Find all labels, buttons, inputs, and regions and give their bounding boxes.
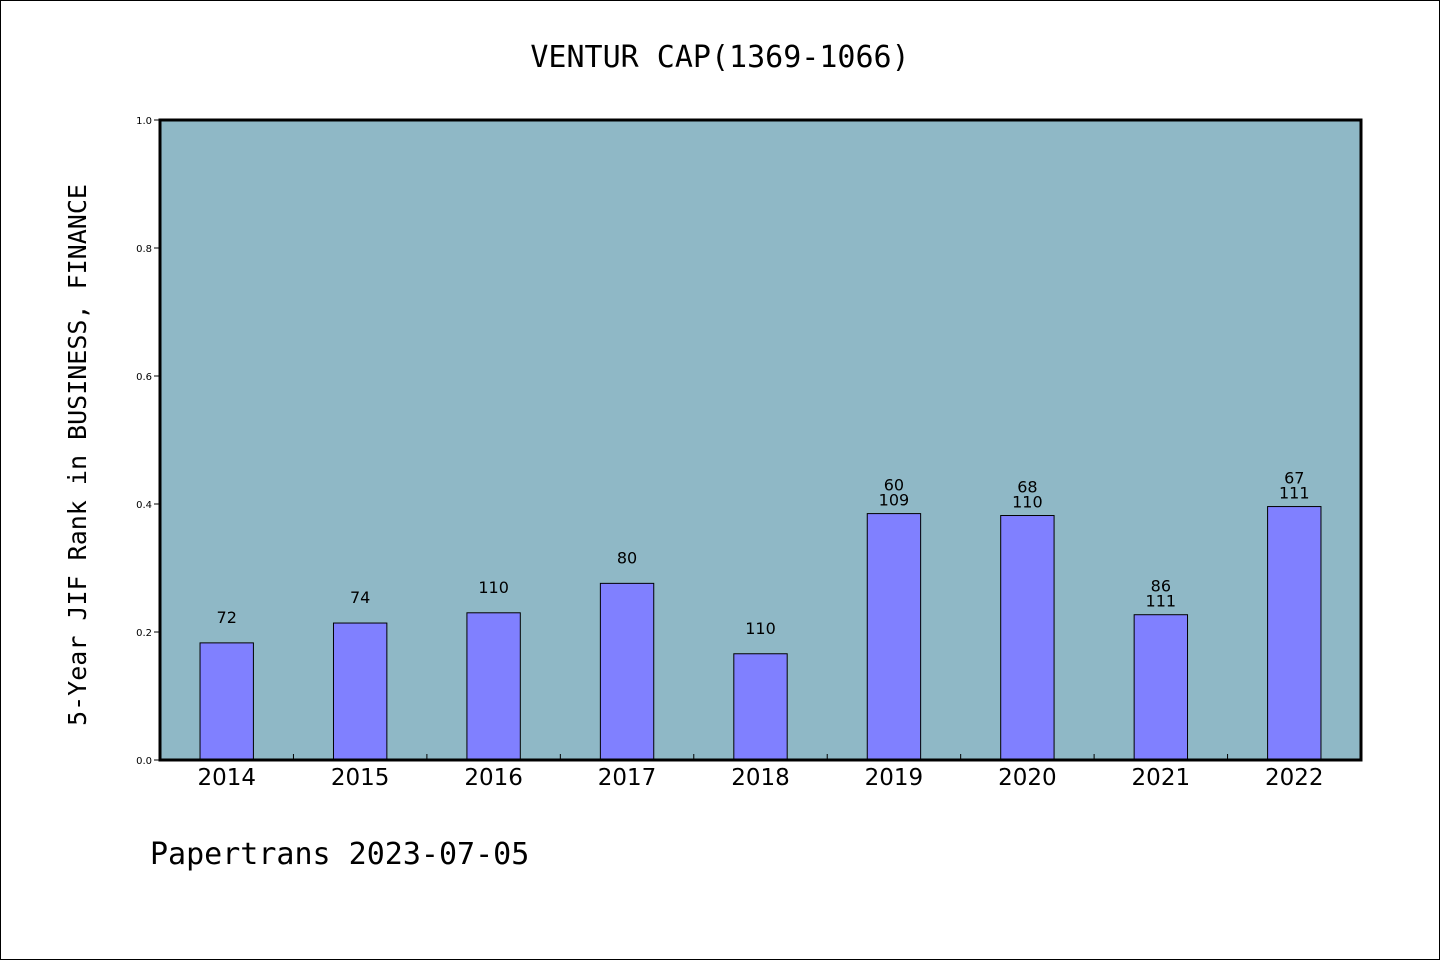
bar-2016: [466, 612, 521, 761]
data-label: 109: [879, 491, 910, 510]
y-axis-label: 5-Year JIF Rank in BUSINESS, FINANCE: [63, 184, 92, 726]
x-tick-label: 2018: [731, 765, 790, 791]
data-label: 86: [1151, 577, 1171, 596]
x-tick-label: 2016: [464, 765, 523, 791]
x-tick-label: 2020: [998, 765, 1057, 791]
data-label: 111: [1279, 484, 1310, 503]
data-label: 60: [884, 476, 904, 495]
bar-2021: [1133, 614, 1189, 761]
y-tick-label: 0.6: [136, 372, 152, 383]
x-tick-label: 2015: [331, 765, 390, 791]
y-tick-label: 0.8: [136, 244, 152, 255]
y-tick-label: 0.4: [136, 500, 152, 511]
x-axis: 2014 2015 2016 2017 2018 2019 2020 2021 2022: [197, 754, 1324, 791]
x-tick-label: 2019: [865, 765, 924, 791]
footer-text: Papertrans 2023-07-05: [150, 837, 529, 872]
data-label: 67: [1284, 469, 1304, 488]
data-label: 68: [1017, 478, 1037, 497]
y-axis: 0.0 0.2 0.4 0.6 0.8 1.0: [136, 116, 160, 767]
data-label: 110: [478, 578, 509, 597]
bar-2017: [599, 582, 655, 761]
y-tick-label: 1.0: [136, 116, 152, 127]
bar-2014: [199, 642, 254, 761]
plot-border: [158, 118, 1363, 762]
x-tick-label: 2014: [197, 765, 256, 791]
y-tick-label: 0.0: [136, 756, 152, 767]
data-label: 110: [1012, 493, 1043, 512]
data-label: 80: [617, 548, 637, 567]
x-tick-label: 2017: [598, 765, 657, 791]
y-tick-label: 0.2: [136, 628, 152, 639]
bar-2019: [866, 513, 922, 761]
bar-2020: [1000, 515, 1055, 761]
chart-title: VENTUR CAP(1369-1066): [530, 40, 909, 75]
data-label: 111: [1146, 592, 1177, 611]
x-tick-label: 2021: [1132, 765, 1191, 791]
data-label: 72: [217, 608, 237, 627]
data-label: 110: [745, 619, 776, 638]
bar-2022: [1267, 506, 1322, 761]
x-tick-label: 2022: [1265, 765, 1324, 791]
data-label: 74: [350, 588, 370, 607]
bar-2018: [733, 653, 788, 761]
bar-2015: [332, 622, 388, 761]
